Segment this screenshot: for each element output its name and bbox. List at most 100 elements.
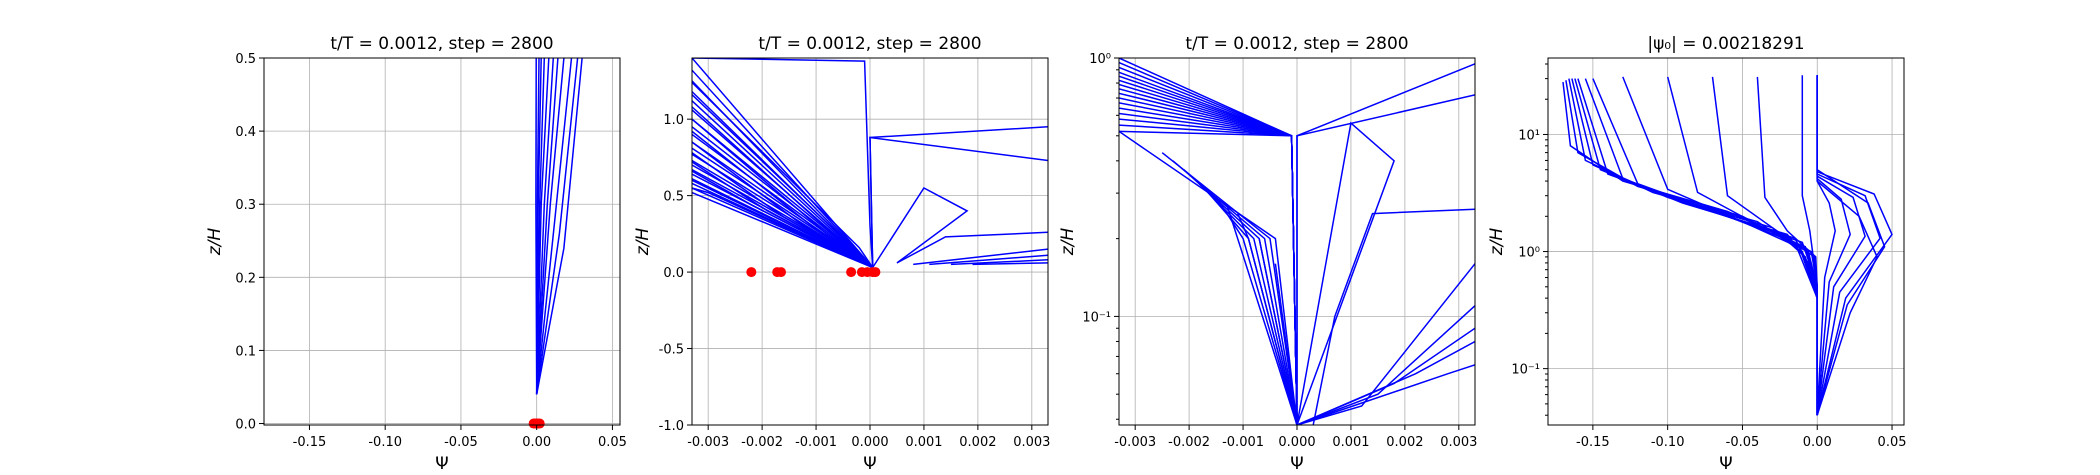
x-axis-label: Ψ xyxy=(1719,454,1732,474)
chart-title: t/T = 0.0012, step = 2800 xyxy=(330,34,553,54)
series-line xyxy=(913,248,1048,266)
y-axis-label: z/H xyxy=(1058,228,1078,257)
x-tick-label: -0.05 xyxy=(1726,435,1760,450)
data-point xyxy=(870,267,881,278)
series-line xyxy=(535,58,550,395)
series-line xyxy=(535,58,579,395)
x-tick-label: 0.003 xyxy=(1440,435,1477,450)
series-line xyxy=(1296,121,1395,425)
axes-frame xyxy=(263,57,621,426)
series-line xyxy=(1119,107,1298,425)
data-point xyxy=(746,267,757,278)
y-tick-label: 0.4 xyxy=(235,125,256,140)
y-tick-label: 0.1 xyxy=(235,344,256,359)
series-line xyxy=(1296,263,1475,425)
y-tick-label: 0.2 xyxy=(235,271,256,286)
series-line xyxy=(1756,76,1818,416)
x-tick-label: 0.05 xyxy=(1878,435,1907,450)
x-tick-label: 0.000 xyxy=(851,435,888,450)
series-line xyxy=(692,100,874,269)
series-line xyxy=(692,94,874,269)
x-tick-label: -0.15 xyxy=(293,435,327,450)
series-line xyxy=(1816,75,1893,416)
y-tick-label: 0.5 xyxy=(235,52,256,67)
x-tick-label: 0.001 xyxy=(1332,435,1369,450)
series-line xyxy=(1119,88,1298,425)
series-line xyxy=(1119,102,1298,425)
series-line xyxy=(1296,364,1475,425)
series-line xyxy=(1161,152,1298,425)
chart-title: t/T = 0.0012, step = 2800 xyxy=(1185,34,1408,54)
x-tick-label: -0.15 xyxy=(1576,435,1610,450)
series-line xyxy=(1584,78,1818,416)
series-line xyxy=(1562,82,1818,416)
x-tick-label: -0.001 xyxy=(1222,435,1264,450)
chart-panel-1: -0.15 -0.10 -0.05 0.00 0.05 0.0 0.1 0.2 0.3 0.4 0.… xyxy=(205,34,627,474)
series-line xyxy=(1816,75,1881,416)
data-point xyxy=(534,418,545,429)
axes-frame xyxy=(1547,57,1905,426)
x-tick-label: 0.05 xyxy=(598,435,627,450)
series-line xyxy=(1574,78,1818,416)
x-axis-label: Ψ xyxy=(863,454,876,474)
series-group xyxy=(1119,58,1475,425)
x-tick-label: 0.00 xyxy=(522,435,551,450)
x-tick-label: -0.05 xyxy=(444,435,478,450)
series-line xyxy=(692,69,874,269)
chart-panel-2: -0.003 -0.002 -0.001 0.000 0.001 0.002 0.003 -1… xyxy=(633,34,1050,474)
series-line xyxy=(1312,208,1475,425)
series-line xyxy=(692,191,873,269)
series-group xyxy=(1562,75,1893,416)
series-line xyxy=(1565,80,1818,416)
chart-panel-3: -0.003 -0.002 -0.001 0.000 0.001 0.002 0.003 10… xyxy=(1058,34,1477,474)
series-line xyxy=(1568,78,1818,416)
data-point xyxy=(846,267,857,278)
series-line xyxy=(1592,78,1818,416)
series-line xyxy=(692,161,874,269)
x-tick-label: -0.10 xyxy=(1651,435,1685,450)
x-tick-label: 0.002 xyxy=(959,435,996,450)
series-line xyxy=(1237,213,1298,425)
series-line xyxy=(692,130,874,269)
series-line xyxy=(950,259,1048,266)
series-line xyxy=(1816,75,1878,416)
chart-title: |ψ₀| = 0.00218291 xyxy=(1647,34,1804,54)
y-tick-label: 0.0 xyxy=(663,266,684,281)
series-line xyxy=(1258,238,1298,425)
x-tick-label: -0.10 xyxy=(368,435,402,450)
data-point xyxy=(776,267,786,278)
series-group xyxy=(535,58,583,395)
y-tick-label: 10⁻¹ xyxy=(1082,310,1111,325)
series-line xyxy=(535,58,565,395)
series-line xyxy=(1622,76,1818,416)
series-line xyxy=(535,58,555,395)
y-tick-label: 10⁰ xyxy=(1089,52,1111,67)
series-line xyxy=(692,58,874,268)
x-tick-label: -0.003 xyxy=(687,435,729,450)
series-line xyxy=(1119,97,1298,425)
chart-title: t/T = 0.0012, step = 2800 xyxy=(758,34,981,54)
series-line xyxy=(535,58,559,395)
series-line xyxy=(1119,130,1298,425)
x-axis-label: Ψ xyxy=(435,454,448,474)
y-tick-label: -0.5 xyxy=(659,343,684,358)
series-line xyxy=(692,81,874,268)
series-line xyxy=(692,170,874,269)
series-line xyxy=(896,231,1048,264)
y-tick-label: 10⁰ xyxy=(1518,246,1540,261)
series-line xyxy=(692,126,874,269)
series-line xyxy=(929,254,1048,266)
series-line xyxy=(1296,340,1475,425)
series-line xyxy=(692,187,874,269)
series-line xyxy=(1193,178,1298,425)
series-line xyxy=(1801,75,1818,416)
y-axis-label: z/H xyxy=(633,228,653,257)
series-line xyxy=(692,141,874,269)
series-line xyxy=(1816,75,1866,416)
y-tick-label: 0.0 xyxy=(235,418,256,433)
y-axis-label: z/H xyxy=(1487,228,1507,257)
series-line xyxy=(1571,78,1818,416)
chart-panel-4: -0.15 -0.10 -0.05 0.00 0.05 10⁻¹ 10⁰ 10¹ |ψ₀| = … xyxy=(1487,34,1907,474)
y-tick-label: 10¹ xyxy=(1518,128,1540,143)
